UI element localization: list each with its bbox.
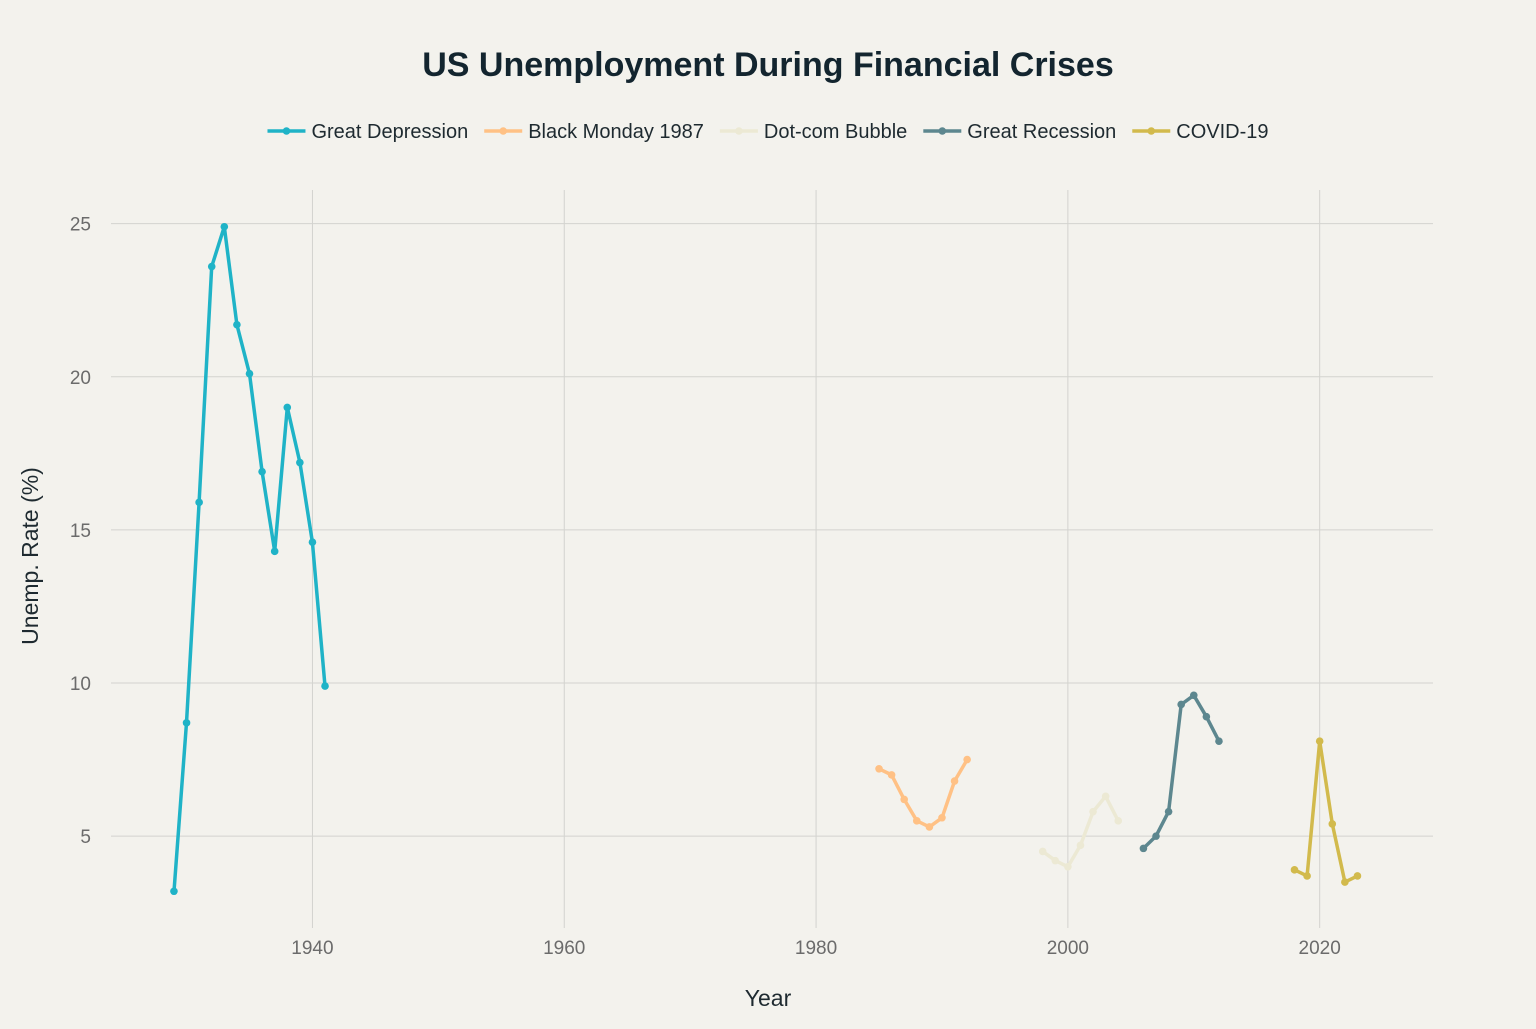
data-point[interactable] <box>1215 737 1223 746</box>
legend-label: Great Recession <box>967 121 1116 143</box>
data-point[interactable] <box>1341 878 1349 886</box>
legend-label: Black Monday 1987 <box>528 121 704 143</box>
x-axis-title: Year <box>745 985 792 1011</box>
data-point[interactable] <box>1202 712 1211 721</box>
data-point[interactable] <box>1139 844 1148 853</box>
x-tick-label: 2000 <box>1047 938 1089 959</box>
y-tick-label: 20 <box>70 368 91 389</box>
legend-label: Dot-com Bubble <box>764 121 907 143</box>
data-point[interactable] <box>950 777 959 785</box>
legend-swatch-marker <box>1147 127 1156 135</box>
data-point[interactable] <box>1051 856 1060 865</box>
data-point[interactable] <box>900 795 908 804</box>
series-great-depression <box>170 222 329 896</box>
data-point[interactable] <box>321 682 329 690</box>
series-group <box>170 222 1362 896</box>
series-covid-19 <box>1290 737 1362 886</box>
series-dot-com-bubble <box>1038 792 1123 871</box>
x-tick-label: 1980 <box>795 938 837 959</box>
data-point[interactable] <box>1076 841 1085 850</box>
data-point[interactable] <box>1290 866 1299 874</box>
y-tick-label: 5 <box>80 827 91 848</box>
x-axis-ticks: 1940 1960 1980 2000 2020 <box>291 938 1341 959</box>
legend: Great Depression Black Monday 1987 Dot-com… <box>267 121 1269 143</box>
series-line <box>1292 739 1360 884</box>
data-point[interactable] <box>1089 807 1097 816</box>
data-point[interactable] <box>925 823 934 831</box>
y-tick-label: 10 <box>70 674 91 695</box>
series-great-recession <box>1139 691 1223 853</box>
data-point[interactable] <box>1114 817 1123 825</box>
y-gridlines <box>111 223 1433 837</box>
series-line <box>877 757 969 829</box>
data-point[interactable] <box>1038 847 1047 856</box>
data-point[interactable] <box>938 813 946 822</box>
x-gridlines <box>311 190 1321 928</box>
series-line <box>172 224 327 894</box>
legend-label: COVID-19 <box>1176 121 1268 143</box>
x-tick-label: 1960 <box>543 938 585 959</box>
data-point[interactable] <box>182 719 191 727</box>
data-point[interactable] <box>258 467 266 476</box>
data-point[interactable] <box>1353 872 1362 880</box>
data-point[interactable] <box>1303 872 1311 880</box>
x-tick-label: 2020 <box>1299 938 1341 959</box>
data-point[interactable] <box>170 887 178 896</box>
data-point[interactable] <box>270 547 279 556</box>
data-point[interactable] <box>1064 862 1072 871</box>
data-point[interactable] <box>308 538 317 546</box>
data-point[interactable] <box>1101 792 1110 801</box>
data-point[interactable] <box>245 369 254 378</box>
data-point[interactable] <box>220 222 229 231</box>
legend-item-covid-19[interactable]: COVID-19 <box>1132 121 1269 143</box>
legend-item-great-depression[interactable]: Great Depression <box>267 121 468 143</box>
y-tick-label: 25 <box>70 215 91 236</box>
data-point[interactable] <box>233 320 241 329</box>
legend-swatch-marker <box>735 127 743 135</box>
legend-label: Great Depression <box>311 121 468 143</box>
data-point[interactable] <box>875 764 883 773</box>
data-point[interactable] <box>963 755 971 764</box>
data-point[interactable] <box>1152 832 1160 840</box>
legend-item-great-recession[interactable]: Great Recession <box>923 121 1116 143</box>
legend-swatch-marker <box>499 127 508 135</box>
y-axis-ticks: 5 10 15 20 25 <box>70 215 91 848</box>
data-point[interactable] <box>1189 691 1198 700</box>
data-point[interactable] <box>912 817 921 825</box>
legend-item-dot-com-bubble[interactable]: Dot-com Bubble <box>719 121 907 143</box>
chart-title: US Unemployment During Financial Crises <box>422 46 1113 84</box>
data-point[interactable] <box>207 262 216 271</box>
series-black-monday-1987 <box>875 755 971 831</box>
data-point[interactable] <box>1164 807 1173 816</box>
y-tick-label: 15 <box>70 521 91 542</box>
data-point[interactable] <box>1315 737 1324 746</box>
data-point[interactable] <box>1177 700 1185 709</box>
y-axis-title: Unemp. Rate (%) <box>17 467 43 645</box>
data-point[interactable] <box>195 498 203 507</box>
series-line <box>1040 794 1120 869</box>
legend-swatch-marker <box>938 127 947 135</box>
x-tick-label: 1940 <box>291 938 333 959</box>
data-point[interactable] <box>1328 820 1337 828</box>
legend-item-black-monday-1987[interactable]: Black Monday 1987 <box>484 121 704 143</box>
data-point[interactable] <box>887 771 896 779</box>
legend-swatch-marker <box>282 127 291 135</box>
data-point[interactable] <box>283 403 292 412</box>
data-point[interactable] <box>296 458 304 467</box>
